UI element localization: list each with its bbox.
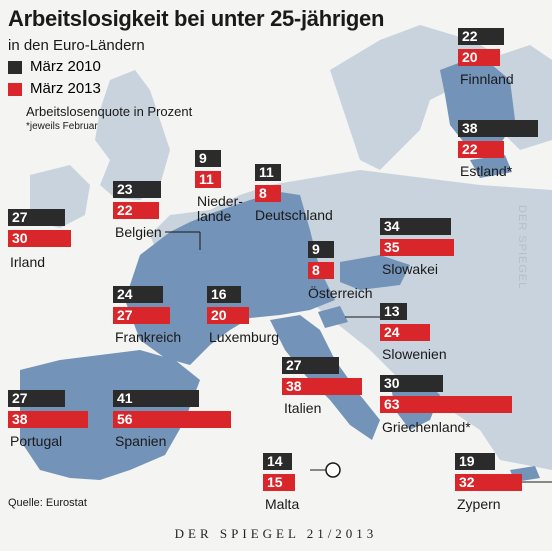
- country-label-luxemburg: Luxemburg: [209, 329, 280, 345]
- bar-2013-slowakei: 35: [380, 239, 454, 256]
- bar-2013-italien: 38: [282, 378, 362, 395]
- country-label-frankreich: Frankreich: [115, 329, 182, 345]
- great-britain-shape: [95, 70, 170, 200]
- legend-swatch-2013: [8, 83, 22, 96]
- bar-2013-portugal: 38: [8, 411, 88, 428]
- bar-2013-slowenien: 24: [380, 324, 431, 341]
- bar-2013-malta: 15: [263, 474, 295, 491]
- bar-2010-frankreich: 24: [113, 286, 164, 303]
- bar-2010-slowakei: 34: [380, 218, 452, 235]
- iberia-shape: [20, 350, 200, 480]
- bar-2010-belgien: 23: [113, 181, 162, 198]
- country-label-belgien: Belgien: [115, 224, 162, 240]
- unit-label: Arbeitslosenquote in Prozent: [26, 104, 193, 119]
- country-label-niederlande: Nieder- lande: [197, 193, 243, 224]
- country-label-finnland: Finnland: [460, 71, 514, 87]
- legend-label-2013: März 2013: [30, 80, 101, 97]
- country-label-slowakei: Slowakei: [382, 261, 439, 277]
- legend-swatch-2010: [8, 61, 22, 74]
- slovakia-shape: [340, 255, 410, 290]
- bar-2013-belgien: 22: [113, 202, 160, 219]
- country-label-österreich: Österreich: [308, 285, 373, 301]
- country-label-slowenien: Slowenien: [382, 346, 447, 362]
- country-label-italien: Italien: [284, 400, 322, 416]
- bar-2013-niederlande: 11: [195, 171, 221, 188]
- bar-2013-österreich: 8: [308, 262, 334, 279]
- country-label-malta: Malta: [265, 496, 300, 512]
- bar-2013-estland: 22: [458, 141, 505, 158]
- bar-2010-niederlande: 9: [195, 150, 221, 167]
- bar-2010-estland: 38: [458, 120, 538, 137]
- bar-2013-finnland: 20: [458, 49, 500, 66]
- country-label-portugal: Portugal: [10, 433, 63, 449]
- bar-2010-spanien: 41: [113, 390, 200, 407]
- bar-2010-österreich: 9: [308, 241, 334, 258]
- watermark: DER SPIEGEL: [516, 205, 528, 290]
- slovenia-shape: [318, 306, 348, 328]
- bar-2010-zypern: 19: [455, 453, 495, 470]
- country-label-griechenland: Griechenland*: [382, 419, 471, 435]
- country-label-irland: Irland: [10, 254, 46, 270]
- bar-2013-luxemburg: 20: [207, 307, 249, 324]
- footer-credit: DER SPIEGEL 21/2013: [174, 526, 378, 541]
- malta-marker: [325, 462, 341, 478]
- bar-2010-finnland: 22: [458, 28, 505, 45]
- bar-2013-frankreich: 27: [113, 307, 170, 324]
- country-label-deutschland: Deutschland: [255, 207, 333, 223]
- chart-subtitle: in den Euro-Ländern: [8, 37, 145, 54]
- bar-2013-griechenland: 63: [380, 396, 513, 413]
- bar-2010-portugal: 27: [8, 390, 65, 407]
- bar-2013-deutschland: 8: [255, 185, 281, 202]
- bar-2010-luxemburg: 16: [207, 286, 241, 303]
- chart-title: Arbeitslosigkeit bei unter 25-jährigen: [8, 6, 385, 31]
- bar-2013-irland: 30: [8, 230, 71, 247]
- bar-2013-zypern: 32: [455, 474, 523, 491]
- bar-2013-spanien: 56: [113, 411, 231, 428]
- bar-2010-malta: 14: [263, 453, 293, 470]
- source-label: Quelle: Eurostat: [8, 497, 87, 509]
- country-label-zypern: Zypern: [457, 496, 501, 512]
- italy-shape: [270, 315, 380, 440]
- legend-label-2010: März 2010: [30, 58, 101, 75]
- bar-2010-griechenland: 30: [380, 375, 443, 392]
- country-label-estland: Estland*: [460, 163, 513, 179]
- bar-2010-irland: 27: [8, 209, 65, 226]
- bar-2010-slowenien: 13: [380, 303, 408, 320]
- core-euro-shape: [125, 192, 335, 365]
- bar-2010-deutschland: 11: [255, 164, 281, 181]
- country-label-spanien: Spanien: [115, 433, 167, 449]
- bar-2010-italien: 27: [282, 357, 339, 374]
- estonia-shape: [470, 155, 512, 178]
- footnote: *jeweils Februar: [26, 121, 98, 132]
